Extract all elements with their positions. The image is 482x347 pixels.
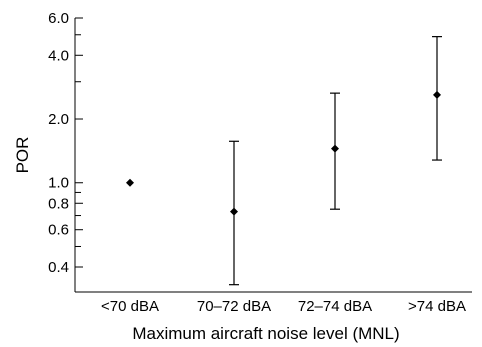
y-tick-label: 4.0: [48, 47, 69, 64]
y-tick-label: 0.4: [48, 259, 69, 276]
axes: [74, 18, 472, 293]
data-point-diamond: [331, 144, 339, 153]
y-tick-label: 0.6: [48, 222, 69, 239]
y-tick-label: 0.8: [48, 195, 69, 212]
y-tick-label: 2.0: [48, 111, 69, 128]
y-tick-label: 6.0: [48, 10, 69, 27]
data-point-diamond: [433, 90, 441, 99]
y-tick-label: 1.0: [48, 175, 69, 192]
x-tick-label: >74 dBA: [408, 298, 466, 315]
x-tick-label: 72–74 dBA: [298, 298, 372, 315]
x-tick-labels: <70 dBA 70–72 dBA 72–74 dBA >74 dBA: [101, 298, 466, 315]
x-axis-title: Maximum aircraft noise level (MNL): [132, 324, 399, 343]
y-axis-title: POR: [13, 137, 32, 174]
data-point-diamond: [126, 178, 134, 187]
y-ticks: 0.4 0.6 0.8 1.0 2.0 4.0 6.0: [48, 10, 83, 276]
x-tick-label: <70 dBA: [101, 298, 159, 315]
data-point-diamond: [230, 207, 238, 216]
x-tick-label: 70–72 dBA: [197, 298, 271, 315]
data-points: [126, 36, 442, 286]
